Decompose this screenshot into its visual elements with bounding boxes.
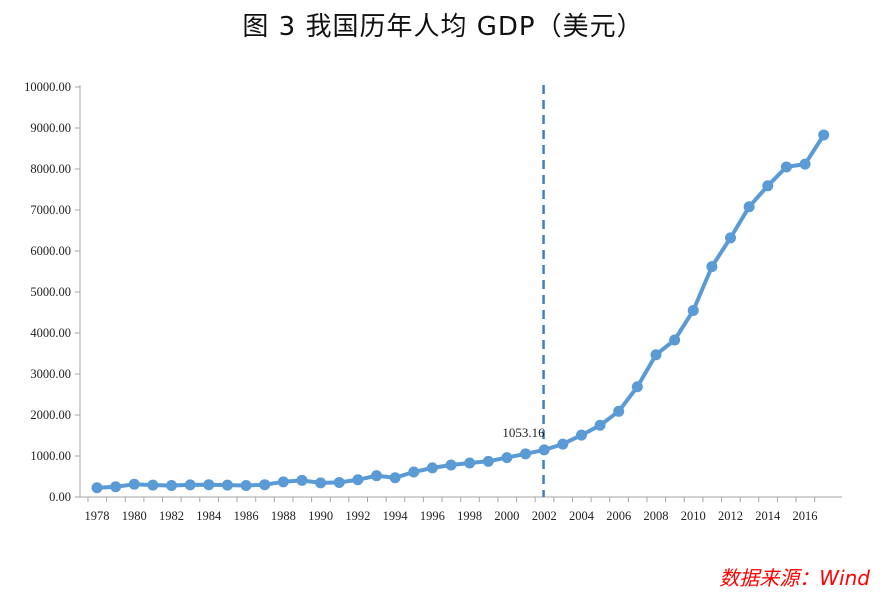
y-tick-label: 4000.00 [30, 326, 71, 340]
y-tick-label: 8000.00 [30, 162, 71, 176]
data-point [277, 476, 289, 488]
series-line [95, 133, 826, 490]
data-point [650, 349, 662, 361]
data-point [370, 470, 382, 482]
data-point [594, 419, 606, 431]
data-point [296, 474, 308, 486]
data-point [613, 405, 625, 417]
data-point [520, 448, 532, 460]
y-tick-label: 7000.00 [30, 203, 71, 217]
labels-group: 1053.16 [502, 425, 545, 440]
data-point [240, 480, 252, 492]
x-tick-label: 1994 [383, 509, 409, 523]
data-point [575, 429, 587, 441]
x-tick-label: 2010 [681, 509, 706, 523]
data-point [687, 304, 699, 316]
x-tick-label: 2016 [793, 509, 818, 523]
data-label-2001: 1053.16 [502, 425, 545, 440]
data-point [389, 472, 401, 484]
data-point [203, 479, 215, 491]
x-tick-label: 2000 [494, 509, 519, 523]
x-tick-label: 1988 [271, 509, 296, 523]
series-group [91, 129, 830, 494]
data-point [482, 455, 494, 467]
x-tick-label: 1998 [457, 509, 482, 523]
data-point [762, 180, 774, 192]
data-point [352, 474, 364, 486]
data-point [333, 476, 345, 488]
data-point [743, 201, 755, 213]
chart-title: 图 3 我国历年人均 GDP（美元） [242, 12, 644, 42]
data-point [315, 477, 327, 489]
x-tick-label: 1982 [159, 509, 184, 523]
data-point [780, 161, 792, 173]
data-point [128, 478, 140, 490]
axes: 0.00 1000.00 2000.00 3000.00 4000.00 5000.00 6… [24, 80, 842, 523]
y-tick-label: 3000.00 [30, 367, 71, 381]
y-tick-label: 9000.00 [30, 121, 71, 135]
data-point [501, 452, 513, 464]
x-tick-label: 2004 [569, 509, 595, 523]
source-note: 数据来源：Wind [719, 566, 870, 590]
data-point [166, 480, 178, 492]
data-point [445, 459, 457, 471]
data-point [259, 479, 271, 491]
x-tick-label: 2006 [606, 509, 631, 523]
data-point [706, 261, 718, 273]
y-tick-label: 2000.00 [30, 408, 71, 422]
x-tick-label: 2002 [532, 509, 557, 523]
x-tick-label: 1980 [122, 509, 147, 523]
x-tick-label: 2014 [755, 509, 781, 523]
x-tick-label: 1996 [420, 509, 445, 523]
x-tick-label: 1986 [234, 509, 259, 523]
x-tick-label: 1978 [85, 509, 110, 523]
data-point [147, 479, 159, 491]
data-point [184, 479, 196, 491]
data-point [110, 481, 122, 493]
data-point [631, 381, 643, 393]
y-tick-label: 5000.00 [30, 285, 71, 299]
x-tick-label: 1992 [345, 509, 370, 523]
data-point [538, 444, 550, 456]
data-point [818, 129, 830, 141]
x-tick-label: 2012 [718, 509, 743, 523]
data-point [669, 334, 681, 346]
y-tick-label: 1000.00 [30, 449, 71, 463]
data-point [799, 158, 811, 170]
y-tick-label: 10000.00 [24, 80, 71, 94]
data-point [725, 232, 737, 244]
data-point [408, 466, 420, 478]
y-tick-label: 0.00 [49, 490, 71, 504]
data-point [464, 457, 476, 469]
data-point [91, 482, 103, 494]
data-point [426, 462, 438, 474]
x-tick-label: 1990 [308, 509, 333, 523]
data-point [557, 438, 569, 450]
data-point [221, 479, 233, 491]
x-tick-label: 1984 [196, 509, 222, 523]
x-tick-label: 2008 [643, 509, 668, 523]
y-tick-label: 6000.00 [30, 244, 71, 258]
